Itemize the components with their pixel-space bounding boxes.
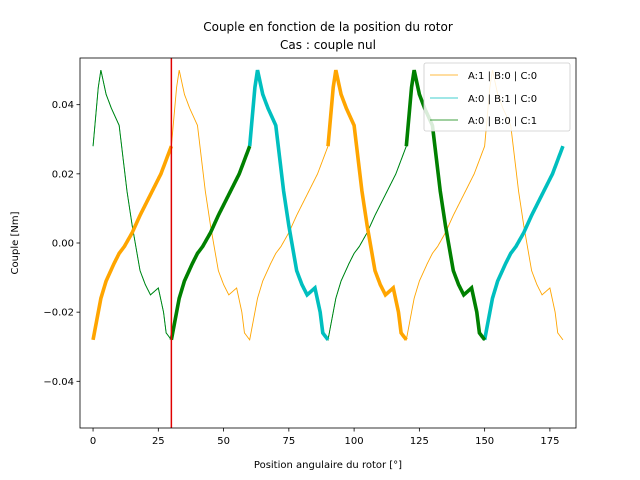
series-highlight-c-2: [404, 69, 487, 341]
series-highlight-a-1: [91, 145, 174, 341]
x-tick-label: 175: [540, 436, 559, 447]
y-tick-label: −0.04: [43, 377, 74, 388]
legend-frame: [423, 62, 571, 132]
x-axis-label: Position angulaire du rotor [°]: [254, 460, 402, 471]
x-axis: 0 25 50 75 100 125 150 175: [90, 428, 559, 447]
y-tick-label: 0.00: [52, 239, 74, 250]
legend-label-a: A:1 | B:0 | C:0: [468, 71, 537, 82]
chart-title: Couple en fonction de la position du rot…: [203, 20, 453, 34]
series-highlight-b-1: [247, 69, 330, 341]
x-tick-label: 150: [475, 436, 494, 447]
x-tick-label: 50: [217, 436, 230, 447]
series-highlight-b-2: [482, 145, 565, 341]
x-tick-label: 100: [345, 436, 364, 447]
y-tick-label: 0.04: [52, 100, 74, 111]
legend: A:1 | B:0 | C:0 A:0 | B:1 | C:0 A:0 | B:…: [423, 62, 571, 132]
y-axis-label: Couple [Nm]: [10, 211, 21, 274]
x-tick-label: 75: [282, 436, 295, 447]
legend-label-c: A:0 | B:0 | C:1: [468, 116, 537, 127]
x-tick-label: 125: [410, 436, 429, 447]
chart-subtitle: Cas : couple nul: [280, 38, 376, 52]
x-tick-label: 0: [90, 436, 96, 447]
y-axis: −0.04 −0.02 0.00 0.02 0.04: [43, 100, 80, 388]
y-tick-label: 0.02: [52, 169, 74, 180]
x-tick-label: 25: [152, 436, 165, 447]
legend-label-b: A:0 | B:1 | C:0: [468, 94, 537, 105]
y-tick-label: −0.02: [43, 308, 74, 319]
series-highlight-c-1: [169, 145, 252, 341]
series-highlight-a-2: [326, 69, 408, 341]
